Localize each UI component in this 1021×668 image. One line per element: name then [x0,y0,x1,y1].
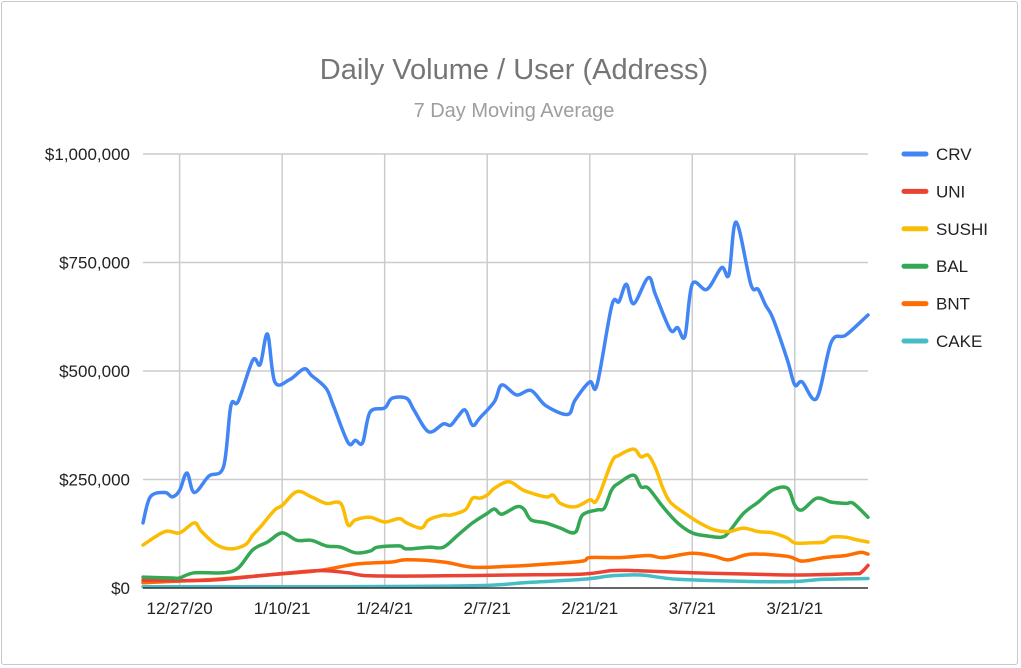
legend-item-bal[interactable]: BAL [901,257,968,276]
x-tick-label: 2/21/21 [561,599,618,618]
y-tick-label: $1,000,000 [45,145,130,164]
legend-label: CAKE [936,332,982,351]
x-axis-ticks: 12/27/20 1/10/21 1/24/21 2/7/21 2/21/21 3/7/2… [147,599,824,618]
series-line-bnt [141,550,870,585]
legend-label: SUSHI [936,220,988,239]
legend-item-sushi[interactable]: SUSHI [901,220,988,239]
chart-subtitle: 7 Day Moving Average [414,100,615,122]
y-tick-label: $250,000 [59,471,130,490]
legend-label: BAL [936,257,968,276]
series-lines [141,220,870,589]
legend-item-cake[interactable]: CAKE [901,332,982,351]
legend: CRV UNI SUSHI BAL BNT CAKE [901,145,988,351]
gridlines [143,153,868,588]
y-axis-ticks: $0 $250,000 $500,000 $750,000 $1,000,000 [45,145,130,598]
series-line-bal [141,473,870,581]
series-line-crv [141,220,870,525]
x-tick-label: 2/7/21 [464,599,511,618]
y-tick-label: $500,000 [59,362,130,381]
chart-title: Daily Volume / User (Address) [320,54,708,86]
legend-label: UNI [936,182,965,201]
legend-item-crv[interactable]: CRV [901,145,972,164]
x-tick-label: 1/24/21 [356,599,413,618]
legend-item-bnt[interactable]: BNT [901,295,970,314]
legend-label: BNT [936,295,970,314]
series-line-sushi [141,447,870,551]
legend-label: CRV [936,145,972,164]
x-tick-label: 1/10/21 [254,599,311,618]
series-line-uni [141,563,870,583]
y-tick-label: $750,000 [59,254,130,273]
x-tick-label: 3/21/21 [766,599,823,618]
legend-item-uni[interactable]: UNI [901,182,965,201]
x-tick-label: 12/27/20 [147,599,213,618]
series-line-cake [141,573,870,589]
y-tick-label: $0 [111,579,130,598]
x-tick-label: 3/7/21 [669,599,716,618]
